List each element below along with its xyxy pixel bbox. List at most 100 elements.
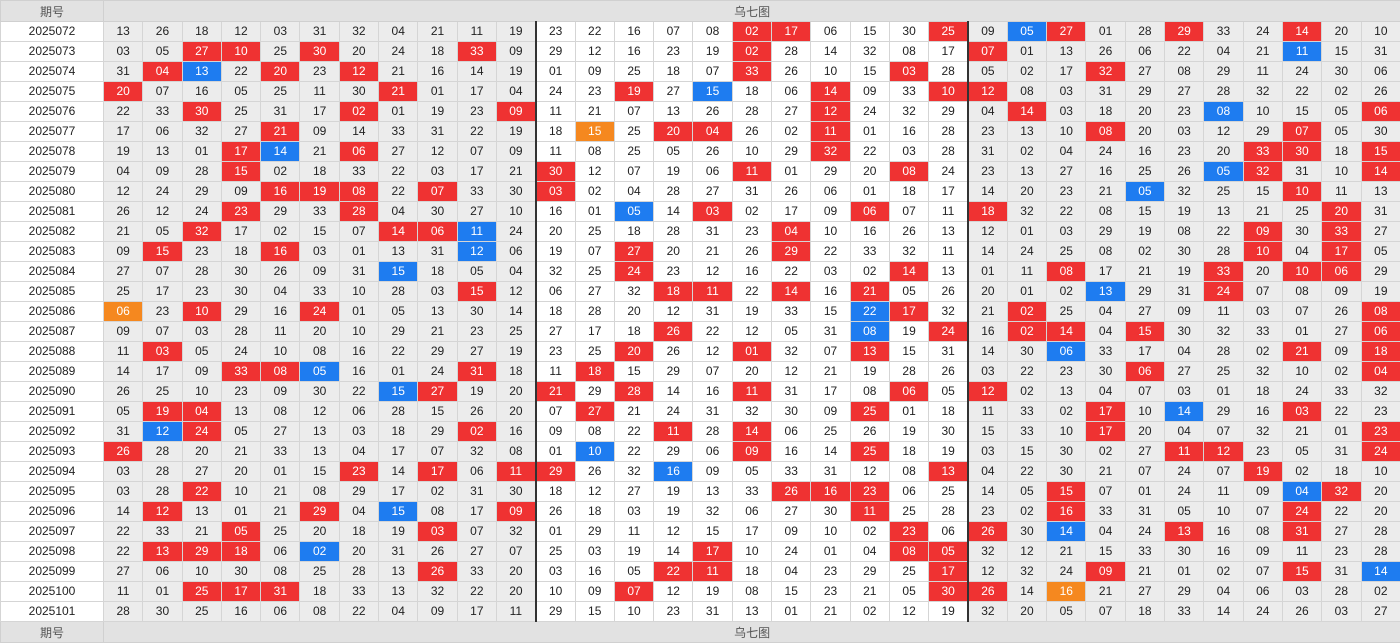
number-cell: 31 bbox=[300, 22, 339, 42]
number-cell: 27 bbox=[1322, 322, 1361, 342]
highlighted-number-cell: 15 bbox=[1282, 562, 1321, 582]
number-cell: 33 bbox=[300, 282, 339, 302]
number-cell: 19 bbox=[536, 242, 575, 262]
highlighted-number-cell: 28 bbox=[614, 382, 653, 402]
number-cell: 15 bbox=[300, 462, 339, 482]
highlighted-number-cell: 07 bbox=[614, 582, 653, 602]
number-cell: 09 bbox=[1243, 542, 1282, 562]
number-cell: 18 bbox=[300, 582, 339, 602]
number-cell: 33 bbox=[732, 482, 771, 502]
highlighted-number-cell: 33 bbox=[221, 362, 260, 382]
number-cell: 07 bbox=[1086, 602, 1125, 622]
highlighted-number-cell: 03 bbox=[1282, 402, 1321, 422]
issue-number: 2025079 bbox=[1, 162, 104, 182]
number-cell: 12 bbox=[732, 322, 771, 342]
number-cell: 16 bbox=[614, 42, 653, 62]
number-cell: 31 bbox=[811, 462, 850, 482]
number-cell: 27 bbox=[1047, 162, 1086, 182]
number-cell: 23 bbox=[968, 502, 1007, 522]
number-cell: 22 bbox=[1007, 462, 1046, 482]
highlighted-number-cell: 33 bbox=[1243, 142, 1282, 162]
highlighted-number-cell: 17 bbox=[889, 302, 928, 322]
number-cell: 07 bbox=[614, 102, 653, 122]
number-cell: 09 bbox=[968, 22, 1007, 42]
highlighted-number-cell: 14 bbox=[1165, 402, 1204, 422]
number-cell: 18 bbox=[418, 262, 457, 282]
highlighted-number-cell: 11 bbox=[732, 162, 771, 182]
number-cell: 07 bbox=[614, 162, 653, 182]
number-cell: 01 bbox=[143, 582, 182, 602]
number-cell: 33 bbox=[300, 202, 339, 222]
number-cell: 31 bbox=[379, 542, 418, 562]
number-cell: 18 bbox=[379, 422, 418, 442]
number-cell: 16 bbox=[732, 262, 771, 282]
number-cell: 31 bbox=[418, 122, 457, 142]
issue-number: 2025089 bbox=[1, 362, 104, 382]
highlighted-number-cell: 26 bbox=[772, 482, 811, 502]
highlighted-number-cell: 14 bbox=[772, 282, 811, 302]
highlighted-number-cell: 10 bbox=[1243, 242, 1282, 262]
number-cell: 02 bbox=[1322, 362, 1361, 382]
number-cell: 08 bbox=[261, 562, 300, 582]
highlighted-number-cell: 02 bbox=[1007, 302, 1046, 322]
number-cell: 01 bbox=[968, 262, 1007, 282]
number-cell: 01 bbox=[1086, 22, 1125, 42]
number-cell: 28 bbox=[1204, 242, 1243, 262]
number-cell: 06 bbox=[811, 22, 850, 42]
number-cell: 16 bbox=[536, 202, 575, 222]
number-cell: 26 bbox=[104, 382, 143, 402]
number-cell: 20 bbox=[614, 302, 653, 322]
number-cell: 07 bbox=[811, 342, 850, 362]
highlighted-number-cell: 02 bbox=[457, 422, 496, 442]
number-cell: 21 bbox=[1086, 462, 1125, 482]
number-cell: 18 bbox=[536, 122, 575, 142]
number-cell: 22 bbox=[1282, 82, 1321, 102]
number-cell: 25 bbox=[614, 142, 653, 162]
number-cell: 03 bbox=[1322, 602, 1361, 622]
number-cell: 19 bbox=[693, 42, 732, 62]
highlighted-number-cell: 18 bbox=[968, 202, 1007, 222]
number-cell: 31 bbox=[1125, 502, 1164, 522]
number-cell: 18 bbox=[889, 442, 928, 462]
number-cell: 32 bbox=[1243, 422, 1282, 442]
highlighted-number-cell: 26 bbox=[418, 562, 457, 582]
number-cell: 33 bbox=[339, 582, 378, 602]
number-cell: 15 bbox=[889, 342, 928, 362]
highlighted-number-cell: 11 bbox=[1165, 442, 1204, 462]
number-cell: 22 bbox=[457, 122, 496, 142]
number-cell: 12 bbox=[850, 462, 889, 482]
number-cell: 29 bbox=[1204, 62, 1243, 82]
number-cell: 01 bbox=[221, 502, 260, 522]
number-cell: 23 bbox=[457, 102, 496, 122]
number-cell: 09 bbox=[1322, 282, 1361, 302]
number-cell: 06 bbox=[457, 462, 496, 482]
number-cell: 25 bbox=[1204, 182, 1243, 202]
number-cell: 30 bbox=[457, 302, 496, 322]
number-cell: 03 bbox=[536, 562, 575, 582]
number-cell: 10 bbox=[811, 62, 850, 82]
number-cell: 23 bbox=[654, 602, 693, 622]
number-cell: 30 bbox=[889, 22, 928, 42]
number-cell: 32 bbox=[182, 122, 221, 142]
number-cell: 02 bbox=[1243, 342, 1282, 362]
number-cell: 06 bbox=[772, 82, 811, 102]
number-cell: 19 bbox=[654, 502, 693, 522]
highlighted-number-cell: 17 bbox=[1086, 422, 1125, 442]
number-cell: 04 bbox=[339, 442, 378, 462]
number-cell: 17 bbox=[811, 382, 850, 402]
highlighted-number-cell: 25 bbox=[850, 442, 889, 462]
number-cell: 13 bbox=[221, 402, 260, 422]
number-cell: 14 bbox=[1007, 582, 1046, 602]
highlighted-number-cell: 33 bbox=[1322, 222, 1361, 242]
number-cell: 29 bbox=[1243, 122, 1282, 142]
number-cell: 11 bbox=[614, 522, 653, 542]
number-cell: 19 bbox=[1125, 222, 1164, 242]
highlighted-number-cell: 18 bbox=[1361, 342, 1400, 362]
number-cell: 17 bbox=[929, 182, 968, 202]
number-cell: 32 bbox=[418, 582, 457, 602]
number-cell: 26 bbox=[536, 502, 575, 522]
